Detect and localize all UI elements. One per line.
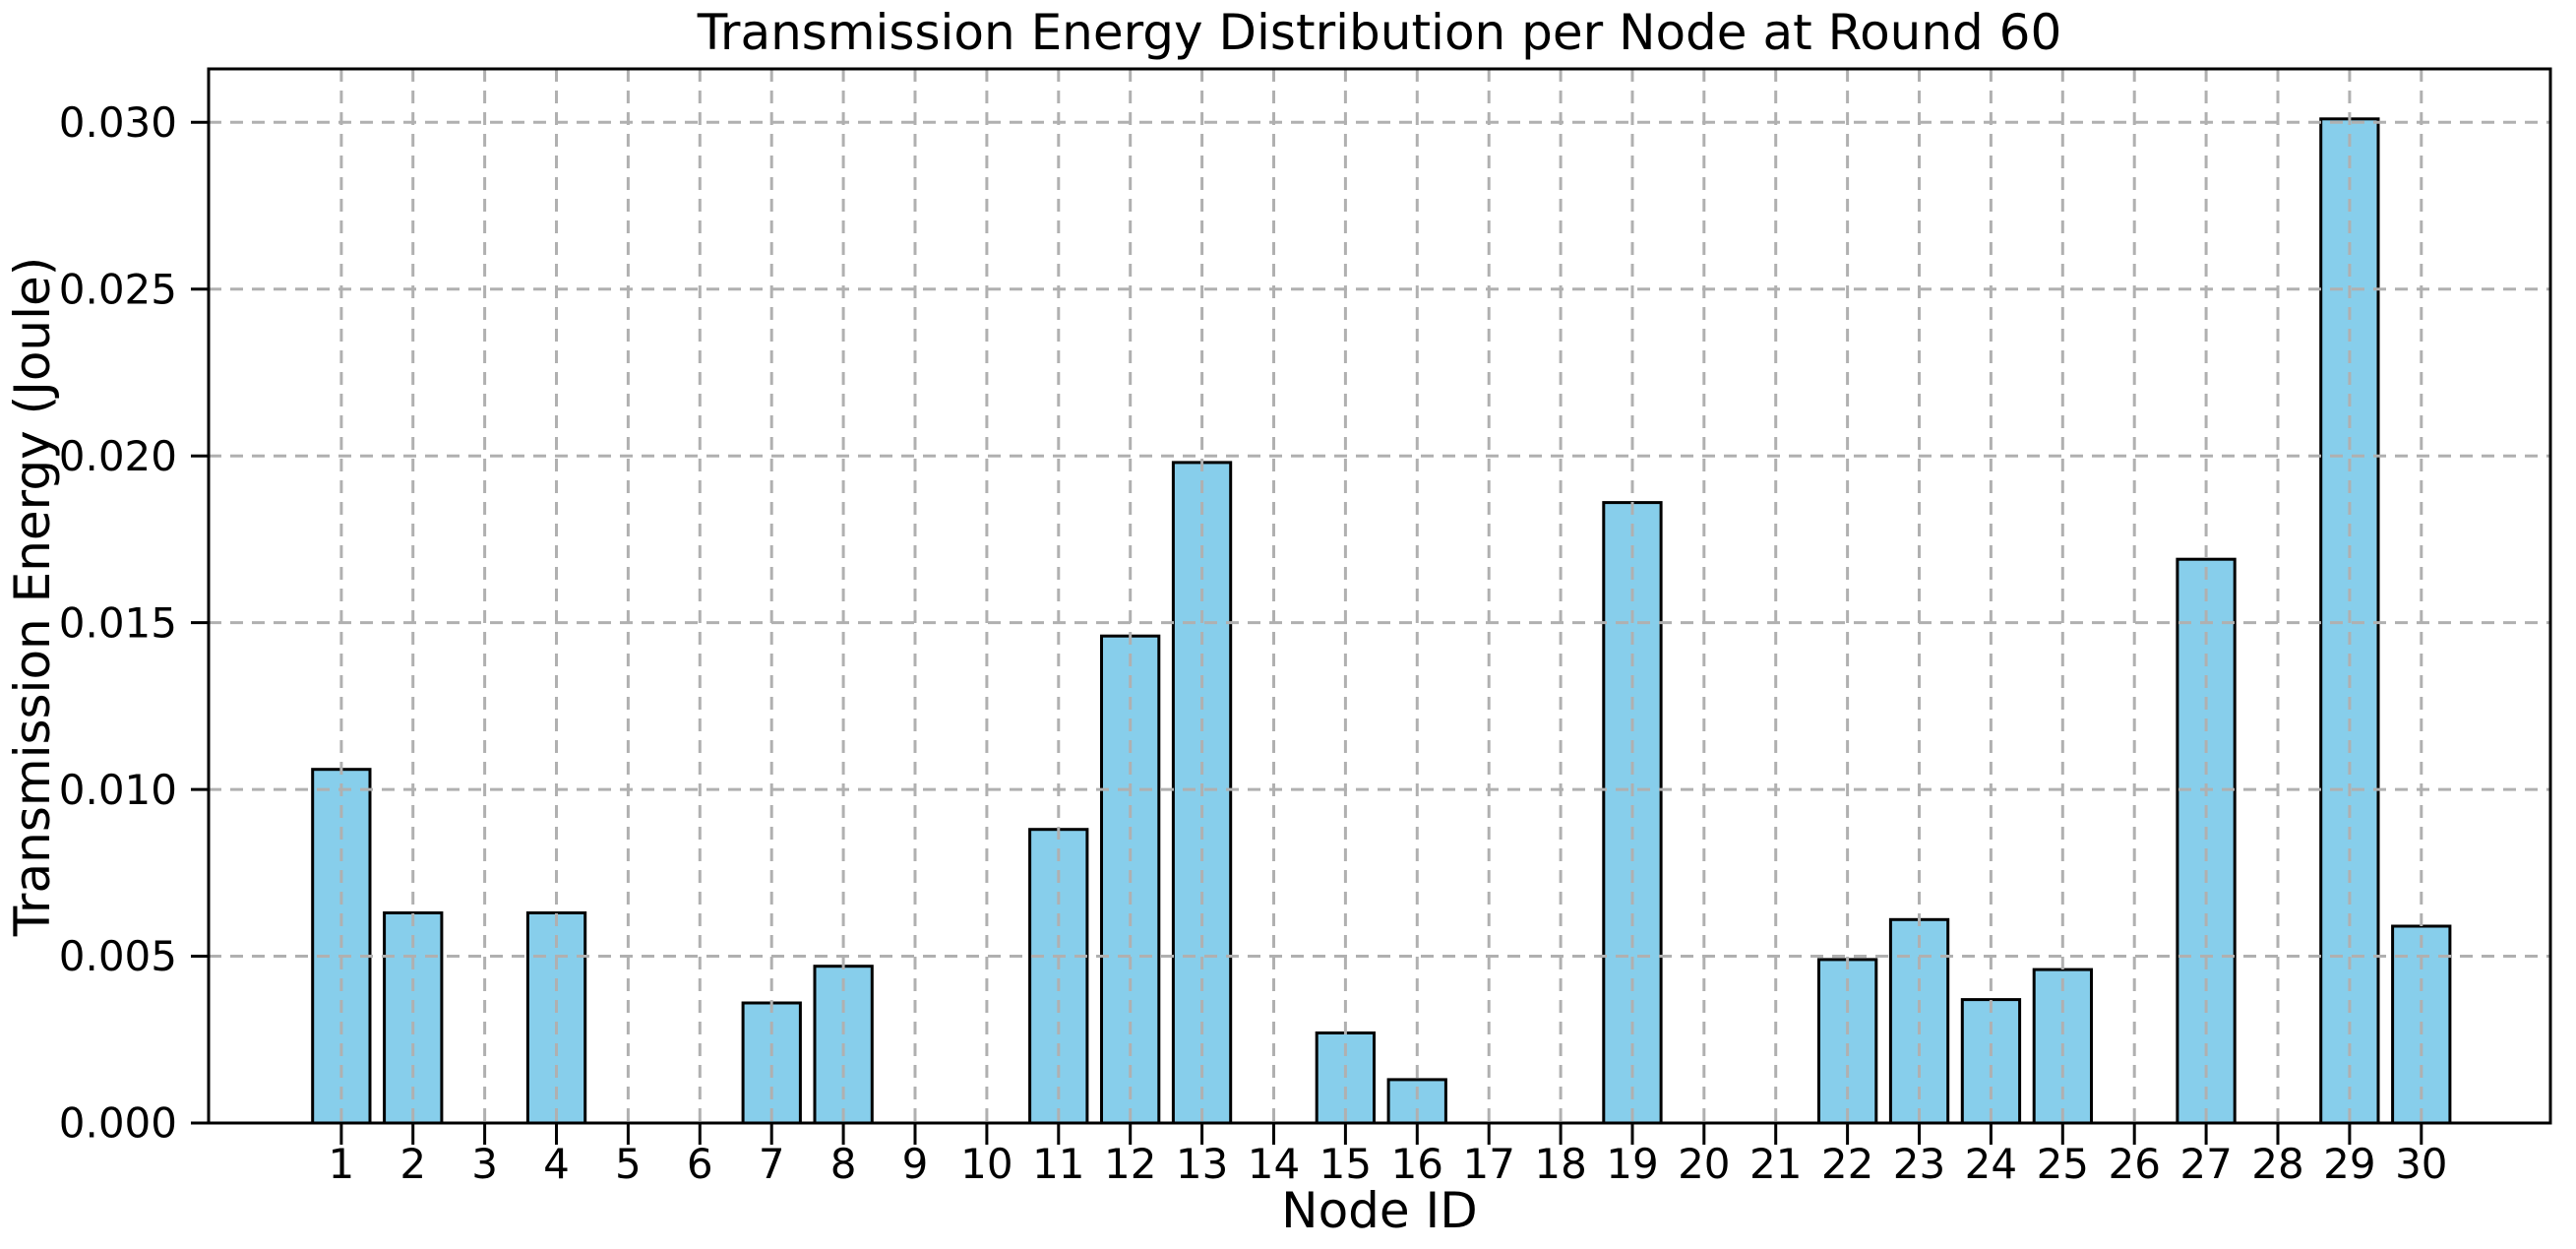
x-tick-label: 10 (960, 1140, 1012, 1188)
y-tick-label: 0.025 (59, 265, 177, 313)
y-tick-label: 0.010 (59, 766, 177, 814)
x-tick-label: 4 (543, 1140, 570, 1188)
x-tick-label: 15 (1319, 1140, 1372, 1188)
x-tick-label: 21 (1749, 1140, 1802, 1188)
y-tick-label: 0.030 (59, 98, 177, 147)
y-tick-label: 0.005 (59, 932, 177, 980)
x-axis-label: Node ID (1281, 1182, 1478, 1239)
x-tick-label: 13 (1176, 1140, 1228, 1188)
x-tick-label: 23 (1893, 1140, 1945, 1188)
x-tick-label: 2 (399, 1140, 426, 1188)
x-tick-label: 7 (759, 1140, 785, 1188)
y-tick-label: 0.015 (59, 598, 177, 647)
x-tick-label: 18 (1534, 1140, 1586, 1188)
x-tick-label: 16 (1391, 1140, 1443, 1188)
y-axis-label: Transmission Energy (Joule) (4, 257, 61, 938)
x-tick-label: 29 (2323, 1140, 2375, 1188)
x-tick-label: 17 (1462, 1140, 1514, 1188)
x-tick-label: 28 (2251, 1140, 2303, 1188)
x-tick-label: 11 (1032, 1140, 1084, 1188)
y-tick-label: 0.000 (59, 1099, 177, 1148)
x-tick-label: 1 (329, 1140, 355, 1188)
x-tick-label: 14 (1248, 1140, 1300, 1188)
x-tick-label: 12 (1104, 1140, 1156, 1188)
x-tick-label: 8 (830, 1140, 857, 1188)
x-tick-label: 24 (1965, 1140, 2017, 1188)
x-tick-label: 19 (1606, 1140, 1658, 1188)
x-tick-label: 27 (2179, 1140, 2232, 1188)
x-tick-label: 3 (471, 1140, 498, 1188)
x-tick-label: 5 (615, 1140, 642, 1188)
bar-node-7 (741, 1001, 802, 1125)
x-tick-label: 22 (1821, 1140, 1873, 1188)
x-tick-label: 9 (902, 1140, 929, 1188)
grid-group (209, 69, 2550, 1123)
bar-node-24 (1960, 998, 2022, 1125)
x-tick-label: 26 (2108, 1140, 2160, 1188)
y-tick-label: 0.020 (59, 432, 177, 480)
x-tick-label: 20 (1678, 1140, 1730, 1188)
chart-title: Transmission Energy Distribution per Nod… (697, 4, 2062, 61)
x-tick-label: 6 (687, 1140, 713, 1188)
plot-border (207, 67, 2552, 1125)
x-tick-label: 25 (2037, 1140, 2089, 1188)
x-tick-label: 30 (2395, 1140, 2447, 1188)
bars-group (311, 117, 2452, 1125)
